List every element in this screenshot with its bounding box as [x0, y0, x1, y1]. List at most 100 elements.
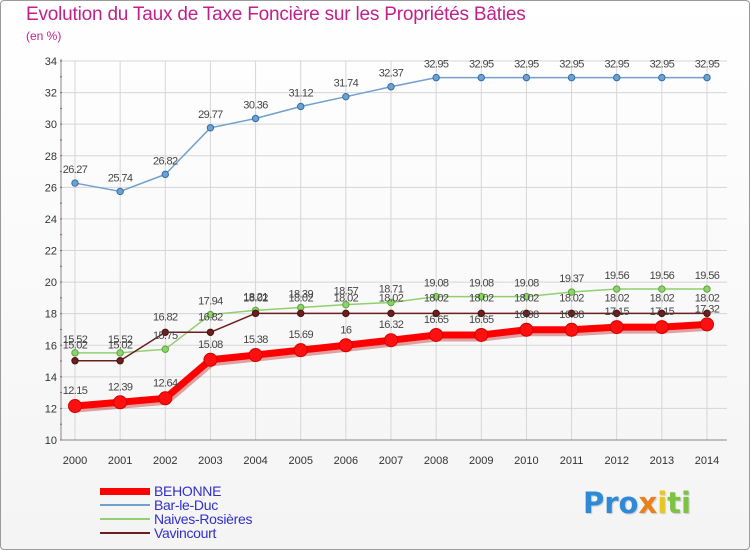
- data-point-naives-rosi-res: [342, 300, 350, 309]
- data-point-bar-le-duc: [477, 73, 485, 82]
- data-point-bar-le-duc: [613, 73, 621, 82]
- y-tick-label: 24: [45, 214, 57, 226]
- data-label-naives-rosi-res: 19.08: [514, 278, 539, 290]
- x-tick-label: 2010: [514, 455, 538, 467]
- data-point-vavincourt: [206, 328, 215, 337]
- brand-part-2: x: [638, 486, 658, 520]
- data-point-behonne: [384, 333, 398, 348]
- data-label-behonne: 15.69: [288, 329, 313, 341]
- data-point-behonne: [158, 391, 173, 406]
- data-label-naives-rosi-res: 19.56: [650, 270, 675, 282]
- data-point-bar-le-duc: [161, 170, 169, 179]
- data-label-vavincourt: 18.02: [243, 292, 268, 304]
- data-point-vavincourt: [251, 309, 260, 318]
- data-label-vavincourt: 18.02: [379, 292, 404, 304]
- data-point-vavincourt: [342, 309, 350, 318]
- data-point-vavincourt: [297, 309, 305, 318]
- data-label-vavincourt: 18.02: [514, 292, 539, 304]
- data-label-behonne: 17.32: [695, 303, 720, 315]
- brand-part-3: i: [657, 486, 668, 520]
- data-label-vavincourt: 18.02: [559, 292, 584, 304]
- y-tick-label: 14: [45, 372, 57, 384]
- data-label-bar-le-duc: 32.95: [695, 59, 720, 71]
- data-point-naives-rosi-res: [613, 285, 621, 293]
- x-tick-label: 2011: [560, 455, 584, 467]
- data-point-naives-rosi-res: [432, 292, 440, 301]
- data-label-behonne: 16.98: [559, 309, 584, 321]
- data-point-vavincourt: [432, 309, 440, 318]
- data-label-behonne: 12.39: [108, 381, 133, 393]
- data-point-vavincourt: [567, 309, 576, 318]
- legend: BEHONNE Bar-le-Duc Naives-Rosières Vavin…: [100, 483, 300, 541]
- y-tick-label: 12: [45, 403, 57, 415]
- data-label-naives-rosi-res: 19.08: [469, 278, 494, 290]
- data-point-bar-le-duc: [297, 102, 305, 111]
- data-label-behonne: 12.15: [63, 385, 88, 397]
- data-point-naives-rosi-res: [387, 298, 395, 307]
- data-label-bar-le-duc: 32.95: [559, 59, 584, 71]
- chart-title: Evolution du Taux de Taxe Foncière sur l…: [26, 4, 526, 25]
- legend-swatch-vavincourt: [100, 532, 150, 534]
- data-point-behonne: [474, 327, 489, 342]
- x-tick-label: 2001: [108, 455, 132, 467]
- data-point-behonne: [248, 348, 263, 363]
- data-point-behonne: [338, 338, 353, 353]
- data-label-behonne: 17.15: [604, 306, 629, 318]
- data-label-bar-le-duc: 30.36: [243, 99, 268, 111]
- legend-label-bar-le-duc: Bar-le-Duc: [154, 497, 218, 513]
- data-label-bar-le-duc: 32.95: [514, 59, 539, 71]
- x-tick-label: 2005: [288, 455, 312, 467]
- y-tick-label: 28: [45, 151, 57, 163]
- x-tick-label: 2009: [469, 455, 493, 467]
- data-label-behonne: 16.32: [379, 319, 404, 331]
- data-point-behonne: [564, 322, 579, 337]
- data-label-naives-rosi-res: 15.52: [108, 334, 133, 346]
- data-label-bar-le-duc: 25.74: [108, 172, 133, 184]
- data-point-vavincourt: [658, 309, 666, 318]
- data-label-behonne: 16.65: [469, 314, 494, 326]
- legend-swatch-bar-le-duc: [100, 504, 150, 506]
- y-tick-label: 16: [45, 340, 57, 352]
- data-point-bar-le-duc: [116, 187, 124, 196]
- data-label-vavincourt: 18.02: [424, 292, 449, 304]
- y-tick-label: 22: [45, 246, 57, 258]
- data-label-behonne: 17.15: [650, 306, 675, 318]
- data-point-bar-le-duc: [71, 179, 79, 187]
- legend-label-behonne: BEHONNE: [154, 483, 222, 499]
- data-label-vavincourt: 18.02: [288, 292, 313, 304]
- data-label-naives-rosi-res: 19.37: [559, 273, 584, 285]
- data-label-bar-le-duc: 32.37: [379, 68, 404, 80]
- data-label-naives-rosi-res: 18.57: [334, 286, 359, 298]
- data-label-behonne: 15.38: [243, 334, 268, 346]
- data-label-behonne: 12.64: [153, 377, 178, 389]
- data-label-naives-rosi-res: 19.56: [604, 270, 629, 282]
- y-tick-label: 26: [45, 182, 57, 194]
- data-point-bar-le-duc: [342, 92, 350, 101]
- x-tick-label: 2013: [650, 455, 674, 467]
- data-point-behonne: [519, 322, 534, 337]
- x-tick-label: 2012: [604, 455, 628, 467]
- data-point-bar-le-duc: [432, 73, 440, 82]
- data-label-naives-rosi-res: 18.21: [243, 291, 268, 303]
- x-tick-label: 2008: [424, 455, 448, 467]
- data-point-bar-le-duc: [251, 114, 260, 123]
- data-point-naives-rosi-res: [71, 349, 79, 357]
- y-tick-label: 30: [45, 119, 57, 131]
- brand-logo: Proxiti: [583, 486, 691, 520]
- data-point-vavincourt: [161, 328, 169, 337]
- y-tick-label: 10: [45, 435, 57, 447]
- x-tick-label: 2002: [153, 455, 177, 467]
- data-point-naives-rosi-res: [116, 349, 124, 357]
- data-point-vavincourt: [387, 309, 395, 318]
- data-label-vavincourt: 16.82: [153, 311, 178, 323]
- data-label-vavincourt: 18.02: [469, 292, 494, 304]
- legend-swatch-behonne: [100, 488, 150, 495]
- data-label-behonne: 16: [340, 324, 352, 336]
- data-point-bar-le-duc: [703, 73, 711, 82]
- legend-item-behonne: BEHONNE: [100, 483, 300, 499]
- data-label-bar-le-duc: 29.77: [198, 109, 223, 121]
- data-point-behonne: [293, 343, 308, 358]
- data-point-behonne: [654, 320, 669, 335]
- data-point-bar-le-duc: [206, 124, 215, 132]
- data-point-vavincourt: [522, 309, 531, 318]
